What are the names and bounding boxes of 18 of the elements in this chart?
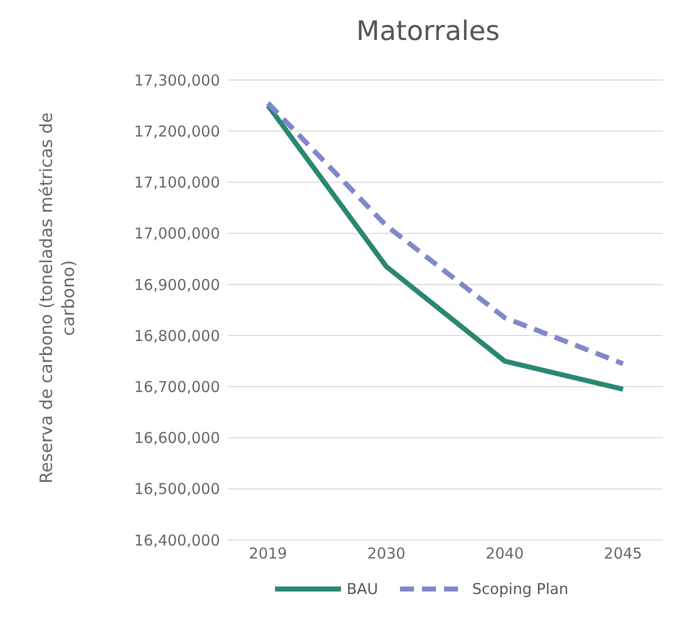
y-tick-label: 16,800,000 xyxy=(134,326,220,345)
y-tick-label: 17,300,000 xyxy=(134,71,220,90)
legend-label: Scoping Plan xyxy=(471,580,568,598)
chart-title: Matorrales xyxy=(355,16,501,47)
x-tick-label: 2045 xyxy=(604,544,642,563)
x-tick-label: 2030 xyxy=(367,544,406,563)
y-tick-label: 16,500,000 xyxy=(134,480,220,498)
y-tick-label: 17,100,000 xyxy=(134,174,220,192)
y-tick-label: 16,700,000 xyxy=(134,378,220,396)
x-tick-label: 2040 xyxy=(486,544,524,563)
legend-label: BAU xyxy=(346,580,378,598)
x-tick-label: 2019 xyxy=(248,544,288,563)
y-tick-label: 17,000,000 xyxy=(134,224,220,243)
y-tick-label: 16,400,000 xyxy=(134,531,220,550)
y-tick-label: 17,200,000 xyxy=(134,122,220,140)
y-axis-title: Reserva de carbono (toneladas métricas de carbono) xyxy=(37,112,79,484)
y-tick-label: 16,600,000 xyxy=(134,429,220,448)
y-tick-label: 16,900,000 xyxy=(134,276,220,294)
